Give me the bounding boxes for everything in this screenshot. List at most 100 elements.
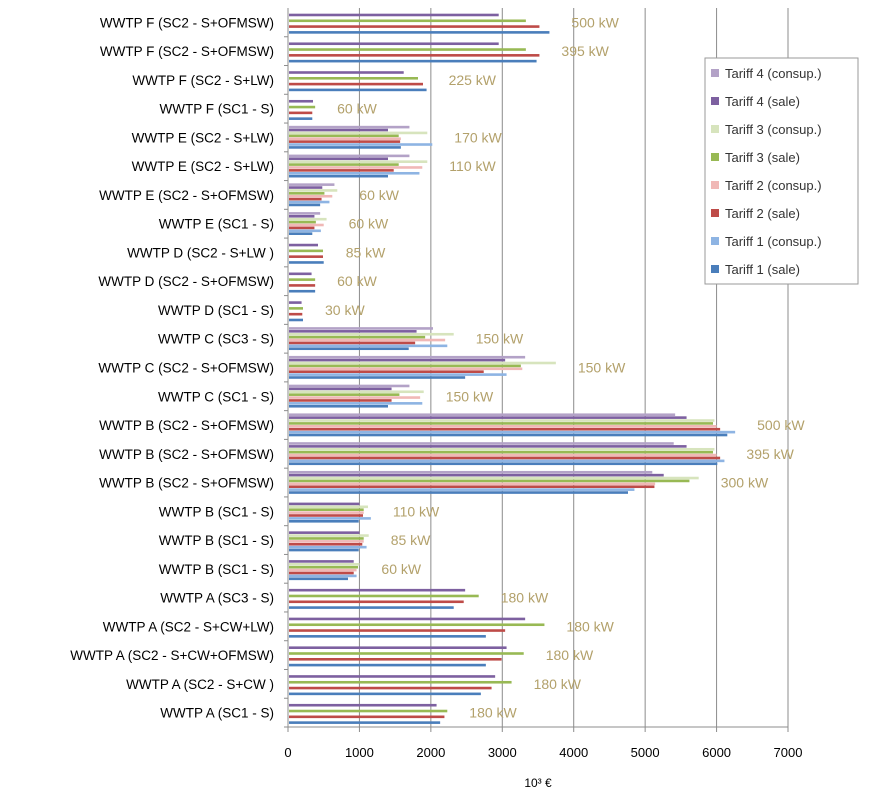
category-label: WWTP B (SC1 - S) xyxy=(159,504,274,519)
category-label: WWTP C (SC1 - S) xyxy=(158,389,274,404)
bar xyxy=(289,571,354,575)
bar xyxy=(289,376,466,379)
bar xyxy=(289,186,323,189)
legend-entry: Tariff 1 (consup.) xyxy=(725,234,822,249)
category-label: WWTP B (SC1 - S) xyxy=(159,562,274,577)
bar xyxy=(289,485,655,489)
bar xyxy=(289,563,360,566)
bar xyxy=(289,128,388,132)
bar xyxy=(289,355,526,359)
power-annotation: 150 kW xyxy=(476,331,524,347)
legend-entry: Tariff 1 (sale) xyxy=(725,262,800,277)
bar xyxy=(289,445,687,448)
bar xyxy=(289,146,401,149)
bar xyxy=(289,577,348,581)
bar xyxy=(289,215,315,218)
bar xyxy=(289,143,433,146)
bar xyxy=(289,588,466,592)
bar xyxy=(289,470,653,474)
power-annotation: 85 kW xyxy=(346,244,386,260)
category-label: WWTP E (SC2 - S+LW) xyxy=(132,130,274,145)
bar xyxy=(289,289,316,293)
bar xyxy=(289,560,354,563)
category-label: WWTP E (SC2 - S+LW) xyxy=(132,159,274,174)
bar xyxy=(289,278,316,281)
bar xyxy=(289,635,486,638)
bar xyxy=(289,703,437,707)
bar xyxy=(289,134,399,138)
power-annotation: 300 kW xyxy=(721,475,769,491)
bar xyxy=(289,364,521,368)
bar xyxy=(289,390,424,394)
power-annotation: 60 kW xyxy=(337,101,377,117)
bar xyxy=(289,272,312,276)
bar xyxy=(289,387,392,391)
bar xyxy=(289,59,537,63)
bar xyxy=(289,652,524,655)
bar xyxy=(289,335,426,339)
axes: 0 1000 2000 3000 4000 5000 6000 7000 10³ € xyxy=(284,8,802,790)
bar xyxy=(289,220,316,224)
bar xyxy=(289,338,446,342)
bar xyxy=(289,361,556,365)
x-tick-label: 7000 xyxy=(774,745,803,760)
bar xyxy=(289,327,433,330)
bar xyxy=(289,623,545,627)
bar xyxy=(289,658,502,661)
bar xyxy=(289,344,448,348)
bar xyxy=(289,540,364,543)
category-label: WWTP C (SC2 - S+OFMSW) xyxy=(98,361,274,376)
category-label: WWTP D (SC2 - S+LW ) xyxy=(127,245,274,260)
power-annotation: 395 kW xyxy=(561,43,609,59)
x-tick-label: 0 xyxy=(284,745,291,760)
bar xyxy=(289,312,303,316)
bar xyxy=(289,42,499,46)
x-tick-label: 6000 xyxy=(702,745,731,760)
power-annotation: 150 kW xyxy=(578,360,626,376)
bar xyxy=(289,479,690,483)
bar xyxy=(289,25,540,28)
bar xyxy=(289,301,302,304)
bar xyxy=(289,568,357,572)
bar xyxy=(289,82,423,86)
bar xyxy=(289,105,316,109)
x-tick-label: 3000 xyxy=(488,745,517,760)
bar xyxy=(289,447,715,451)
power-annotation: 225 kW xyxy=(449,72,497,88)
power-annotation: 180 kW xyxy=(501,590,549,606)
power-annotation: 500 kW xyxy=(757,417,805,433)
bar xyxy=(289,54,540,57)
legend-swatch xyxy=(711,237,719,245)
legend-swatch xyxy=(711,265,719,273)
legend-swatch xyxy=(711,97,719,105)
bar xyxy=(289,402,423,405)
bar xyxy=(289,31,550,34)
power-annotation: 180 kW xyxy=(566,618,614,634)
bar xyxy=(289,125,410,129)
bar xyxy=(289,534,369,537)
bar xyxy=(289,505,368,509)
bar xyxy=(289,99,313,103)
bar xyxy=(289,243,318,247)
legend-entry: Tariff 3 (sale) xyxy=(725,150,800,165)
bar xyxy=(289,476,699,480)
bar xyxy=(289,358,506,362)
bar xyxy=(289,399,392,402)
power-annotation: 180 kW xyxy=(469,705,517,721)
bar xyxy=(289,404,388,408)
bar xyxy=(289,511,364,514)
power-annotation: 110 kW xyxy=(393,503,440,519)
bar xyxy=(289,574,357,578)
legend-swatch xyxy=(711,125,719,133)
category-label: WWTP D (SC2 - S+OFMSW) xyxy=(98,274,274,289)
legend-swatch xyxy=(711,209,719,217)
bar xyxy=(289,111,313,115)
power-annotation: 110 kW xyxy=(449,158,496,174)
bar xyxy=(289,373,507,376)
legend-box xyxy=(704,57,859,285)
category-label: WWTP A (SC3 - S) xyxy=(160,591,274,606)
category-label: WWTP F (SC2 - S+LW) xyxy=(132,73,274,88)
bar xyxy=(289,663,486,667)
